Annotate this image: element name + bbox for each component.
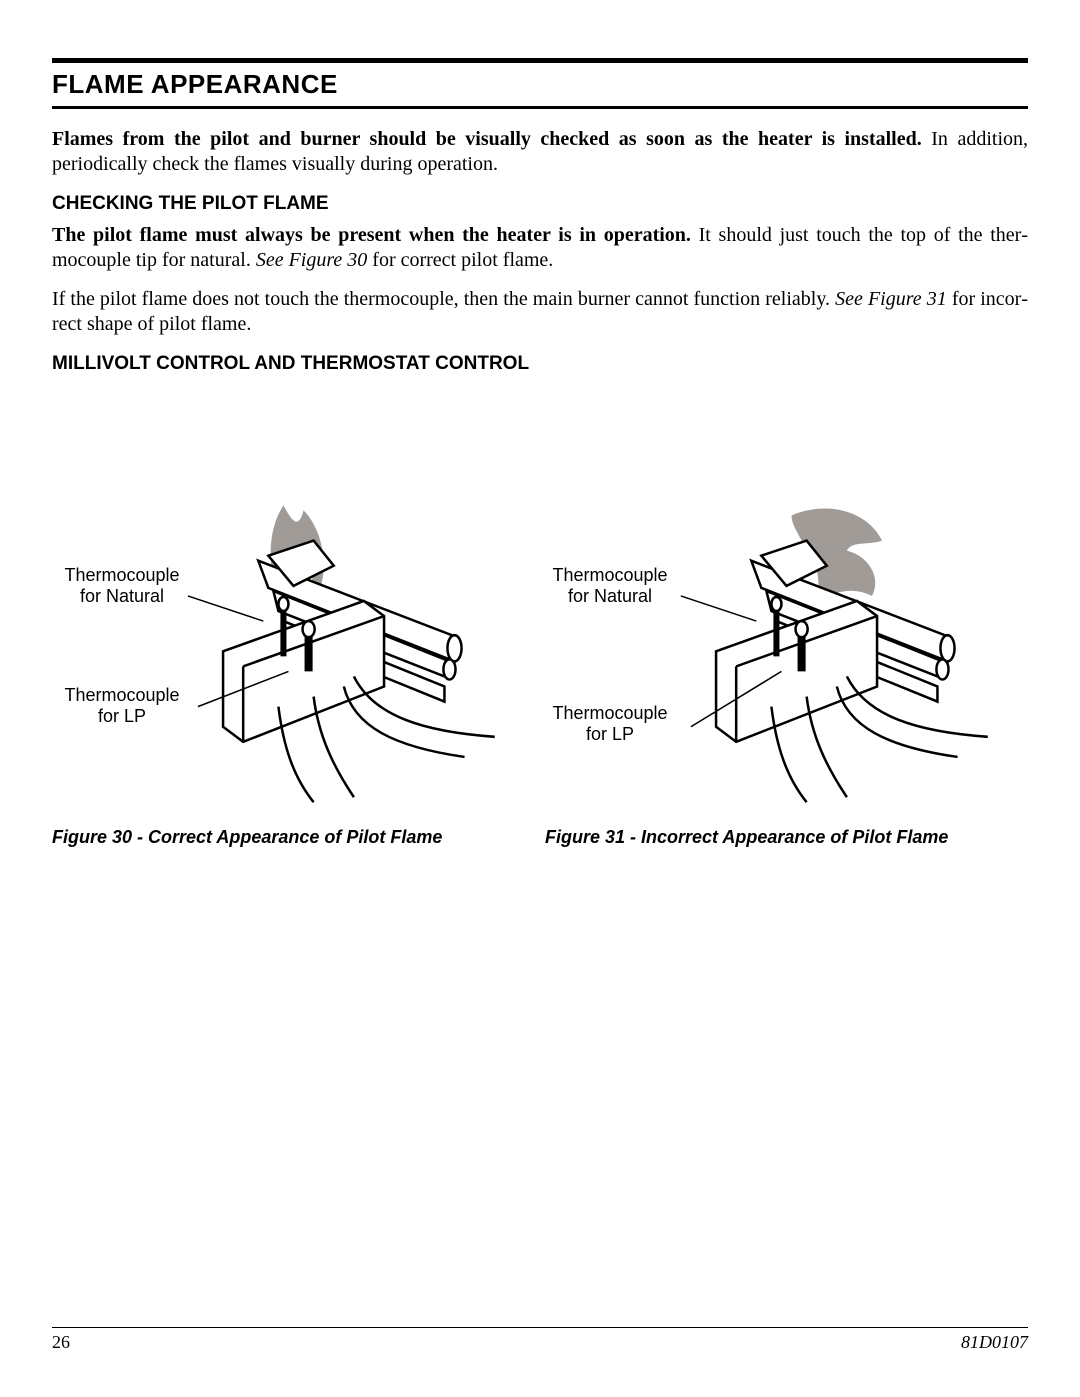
manual-page: FLAME APPEARANCE Flames from the pilot a…: [0, 0, 1080, 1397]
top-rule: [52, 58, 1028, 63]
label-thermo-natural-31: Thermocouplefor Natural: [545, 565, 675, 606]
pilot-assembly: [223, 541, 495, 803]
document-id: 81D0107: [961, 1332, 1028, 1353]
title-underline: [52, 106, 1028, 109]
incorrect-a: If the pilot flame does not touch the th…: [52, 288, 835, 310]
page-number: 26: [52, 1332, 70, 1353]
subhead-millivolt: MILLIVOLT CONTROL AND THERMOSTAT CONTROL: [52, 353, 1028, 375]
para-incorrect: If the pilot flame does not touch the th…: [52, 287, 1028, 337]
figure-31: Thermocouplefor Natural Thermocouplefor …: [545, 445, 1028, 848]
label-thermo-lp: Thermocouplefor LP: [57, 685, 187, 726]
pilot-seefig30: See Figure 30: [256, 249, 367, 271]
intro-paragraph: Flames from the pilot and burner should …: [52, 127, 1028, 177]
subhead-checking: CHECKING THE PILOT FLAME: [52, 193, 1028, 215]
figure-30-caption: Figure 30 - Correct Appearance of Pilot …: [52, 827, 535, 848]
para-pilot-present: The pilot flame must always be present w…: [52, 223, 1028, 273]
figure-31-caption: Figure 31 - Incorrect Appearance of Pilo…: [545, 827, 1028, 848]
label-thermo-lp-31: Thermocouplefor LP: [545, 703, 675, 744]
pilot-rest-b: for correct pilot flame.: [367, 249, 553, 271]
pilot-bold: The pilot flame must always be present w…: [52, 224, 691, 246]
footer-rule: [52, 1327, 1028, 1328]
intro-bold: Flames from the pilot and burner should …: [52, 128, 922, 150]
label-thermo-natural: Thermocouplefor Natural: [57, 565, 187, 606]
figure-31-svg: [545, 445, 1028, 807]
figures-row: Thermocouplefor Natural Thermocouplefor …: [52, 445, 1028, 848]
incorrect-seefig31: See Figure 31: [835, 288, 947, 310]
section-title: FLAME APPEARANCE: [52, 69, 1028, 100]
figure-30: Thermocouplefor Natural Thermocouplefor …: [52, 445, 535, 848]
page-footer: 26 81D0107: [52, 1327, 1028, 1353]
figure-30-svg: [52, 445, 535, 807]
